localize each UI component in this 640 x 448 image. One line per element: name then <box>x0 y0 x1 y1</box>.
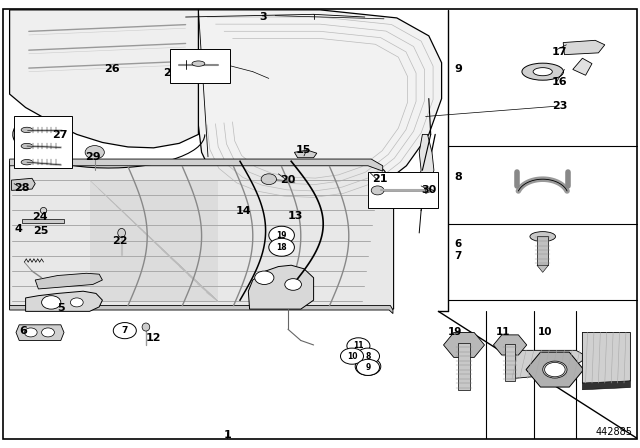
Text: 18: 18 <box>276 243 287 252</box>
Text: 22: 22 <box>112 236 127 246</box>
Circle shape <box>269 238 294 256</box>
Text: 15: 15 <box>296 145 311 155</box>
Circle shape <box>113 323 136 339</box>
Polygon shape <box>90 180 218 301</box>
Text: 8: 8 <box>365 352 371 361</box>
Ellipse shape <box>522 63 564 80</box>
Ellipse shape <box>142 323 150 331</box>
Text: 11: 11 <box>353 341 364 350</box>
Text: 6: 6 <box>454 239 461 249</box>
Text: 16: 16 <box>552 77 567 86</box>
Polygon shape <box>198 10 442 204</box>
Circle shape <box>255 271 274 284</box>
Text: 21: 21 <box>372 174 388 184</box>
Text: 17: 17 <box>552 47 567 56</box>
Text: 14: 14 <box>236 206 251 215</box>
Text: 19: 19 <box>448 327 462 337</box>
Ellipse shape <box>192 61 205 66</box>
Polygon shape <box>573 58 592 75</box>
Circle shape <box>85 146 104 159</box>
Bar <box>368 172 438 208</box>
Polygon shape <box>10 159 383 171</box>
Circle shape <box>42 296 61 309</box>
Bar <box>458 343 470 390</box>
Circle shape <box>371 186 384 195</box>
Circle shape <box>355 358 381 375</box>
Polygon shape <box>10 10 198 148</box>
Text: 20: 20 <box>280 175 296 185</box>
Ellipse shape <box>533 68 552 76</box>
Circle shape <box>261 174 276 185</box>
Polygon shape <box>563 40 605 55</box>
Polygon shape <box>10 306 393 314</box>
Text: 24: 24 <box>32 212 47 222</box>
Text: 7: 7 <box>122 326 128 335</box>
Text: 1: 1 <box>223 431 231 440</box>
Ellipse shape <box>21 159 33 165</box>
Polygon shape <box>506 350 582 379</box>
Polygon shape <box>22 219 64 223</box>
Circle shape <box>70 298 83 307</box>
Polygon shape <box>16 325 64 340</box>
Text: 30: 30 <box>421 185 436 195</box>
Text: 12: 12 <box>146 333 161 343</box>
Text: 2: 2 <box>163 68 171 78</box>
Text: 5: 5 <box>58 303 65 313</box>
Circle shape <box>269 226 294 244</box>
Polygon shape <box>411 134 434 193</box>
Ellipse shape <box>118 228 125 237</box>
Polygon shape <box>294 150 317 158</box>
Bar <box>14 116 72 168</box>
Ellipse shape <box>530 232 556 241</box>
Circle shape <box>285 279 301 290</box>
Polygon shape <box>537 265 548 272</box>
Text: 29: 29 <box>85 152 100 162</box>
Text: 9: 9 <box>454 65 462 74</box>
Text: 9: 9 <box>365 363 371 372</box>
Circle shape <box>356 348 380 364</box>
Text: 4: 4 <box>14 224 22 234</box>
Circle shape <box>356 359 380 375</box>
Polygon shape <box>35 273 102 289</box>
Circle shape <box>24 328 37 337</box>
Text: 11: 11 <box>496 327 511 337</box>
Circle shape <box>42 328 54 337</box>
Text: 19: 19 <box>276 231 287 240</box>
Ellipse shape <box>40 207 47 214</box>
Ellipse shape <box>21 127 33 133</box>
Circle shape <box>545 362 565 377</box>
Polygon shape <box>12 178 35 190</box>
Text: 26: 26 <box>104 65 119 74</box>
Text: 27: 27 <box>52 130 68 140</box>
Text: 23: 23 <box>552 101 567 111</box>
Circle shape <box>340 348 364 364</box>
Text: 10: 10 <box>347 352 357 361</box>
Text: 25: 25 <box>33 226 49 236</box>
Ellipse shape <box>543 361 567 378</box>
Text: 8: 8 <box>454 172 462 182</box>
Text: 442885: 442885 <box>595 427 632 437</box>
Polygon shape <box>582 381 630 390</box>
Text: 7: 7 <box>454 251 462 261</box>
Polygon shape <box>582 332 630 388</box>
Polygon shape <box>426 187 434 194</box>
Text: 13: 13 <box>288 211 303 221</box>
Ellipse shape <box>21 143 33 149</box>
Bar <box>170 49 230 83</box>
Text: 10: 10 <box>538 327 552 337</box>
Polygon shape <box>10 161 394 309</box>
Text: 6: 6 <box>19 326 27 336</box>
Polygon shape <box>26 291 102 311</box>
Text: 28: 28 <box>14 183 29 193</box>
Bar <box>505 344 515 381</box>
Text: 3: 3 <box>259 12 267 22</box>
Polygon shape <box>248 265 314 309</box>
Circle shape <box>347 338 370 354</box>
Bar <box>537 236 548 265</box>
